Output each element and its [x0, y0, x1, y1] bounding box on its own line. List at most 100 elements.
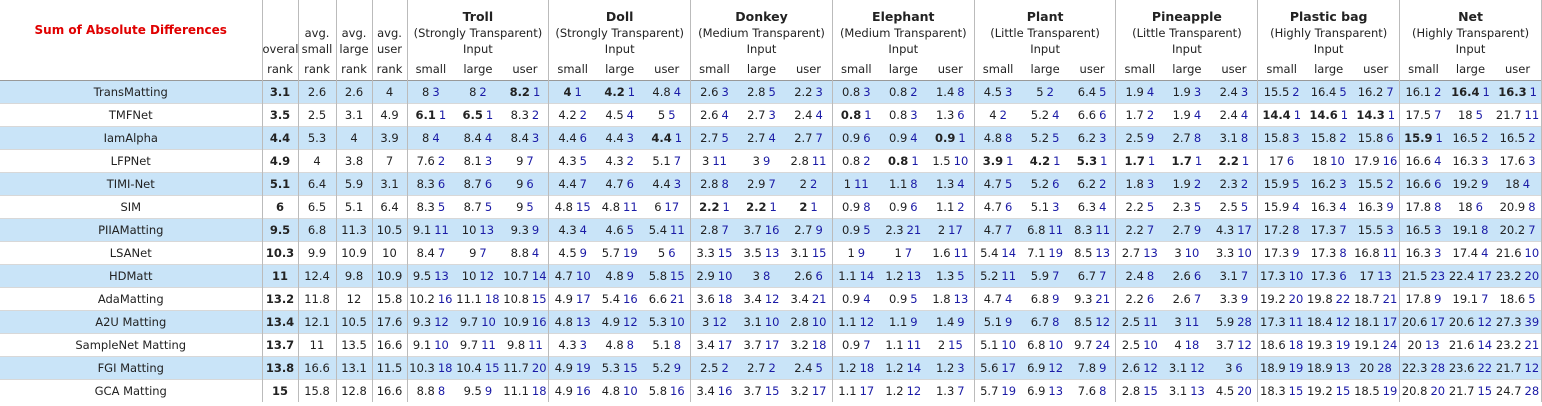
average-rank: 5.9 — [336, 172, 373, 196]
score-rank: 4 — [626, 108, 634, 122]
score-value: 10.4 — [456, 361, 482, 375]
score-value: 23.2 — [1495, 269, 1522, 283]
score-rank: 28 — [1377, 361, 1392, 375]
score-value: 1 — [843, 177, 852, 191]
score-cell: 1.8 13 — [926, 287, 975, 311]
score-rank: 5 — [1528, 292, 1536, 306]
score-rank: 1 — [1387, 108, 1396, 122]
score-rank: 7 — [1099, 269, 1107, 283]
score-cell: 17.6 3 — [1494, 149, 1542, 173]
image-name: Plant — [1026, 9, 1064, 24]
score-value: 4.4 — [605, 131, 624, 145]
score-rank: 4 — [815, 108, 823, 122]
score-cell: 9.1 11 — [407, 218, 455, 242]
image-input-label: Input — [1455, 42, 1486, 56]
score-rank: 17 — [1477, 269, 1493, 283]
score-cell: 2.4 3 — [1210, 80, 1259, 104]
score-rank: 12 — [1190, 361, 1205, 375]
score-rank: 20 — [531, 361, 547, 375]
score-value: 5.4 — [601, 292, 621, 306]
score-rank: 7 — [1481, 292, 1489, 306]
score-value: 2.3 — [885, 223, 904, 237]
score-rank: 9 — [857, 246, 866, 260]
average-rank: 11 — [298, 333, 337, 357]
score-cell: 0.9 4 — [879, 126, 927, 150]
score-rank: 24 — [1382, 338, 1398, 352]
score-cell: 0.9 4 — [832, 287, 880, 311]
score-cell: 15.9 5 — [1257, 172, 1306, 196]
score-cell: 2.7 2 — [737, 356, 786, 380]
score-rank: 19 — [1048, 246, 1064, 260]
method-name: TMFNet — [0, 103, 263, 127]
score-cell: 2.8 5 — [737, 80, 786, 104]
average-rank: 16.6 — [372, 333, 408, 357]
table-row: LSANet 10.3 9.9 10.9 10 8.4 7 9 7 8.8 4 4.5 9 5.7 19 5 6… — [0, 241, 1542, 265]
score-value: 6.2 — [1077, 131, 1097, 145]
subcolumn-header: large — [1172, 61, 1202, 76]
score-value: 9.1 — [412, 338, 432, 352]
score-cell: 22.4 17 — [1446, 264, 1495, 288]
score-cell: 19.1 24 — [1352, 333, 1401, 357]
score-cell: 4.7 5 — [974, 172, 1022, 196]
score-cell: 15.8 6 — [1352, 126, 1401, 150]
score-value: 2.9 — [696, 269, 715, 283]
score-rank: 24 — [1095, 338, 1111, 352]
score-rank: 11 — [1095, 223, 1111, 237]
subcolumn-header: user — [1494, 57, 1542, 81]
score-rank: 19 — [623, 246, 638, 260]
score-rank: 39 — [1524, 315, 1540, 329]
score-value: 2.5 — [700, 361, 719, 375]
score-cell: 1.1 9 — [879, 310, 927, 334]
score-value: 4.9 — [554, 292, 573, 306]
score-rank: 5 — [1292, 177, 1300, 191]
score-value: 21.7 — [1495, 361, 1522, 375]
score-cell: 1.2 18 — [832, 356, 880, 380]
score-cell: 8.3 6 — [407, 172, 455, 196]
score-cell: 8.3 11 — [1068, 218, 1117, 242]
table-row: PIIAMatting 9.5 6.8 11.3 10.5 9.1 11 10 13 9.3 9 4.… — [0, 218, 1542, 242]
average-rank: 10.9 — [336, 241, 373, 265]
score-cell: 5.2 5 — [1021, 126, 1069, 150]
score-rank: 2 — [957, 200, 965, 214]
score-value: 1.9 — [1172, 85, 1191, 99]
score-cell: 1.1 8 — [879, 172, 927, 196]
score-value: 18.4 — [1307, 315, 1333, 329]
score-rank: 2 — [1339, 131, 1347, 145]
score-value: 4.9 — [601, 315, 621, 329]
score-cell: 20.8 20 — [1399, 379, 1447, 402]
score-value: 23.2 — [1495, 338, 1522, 352]
score-rank: 19 — [1001, 384, 1017, 398]
score-cell: 1.3 6 — [926, 103, 975, 127]
average-rank: 12 — [336, 287, 373, 311]
score-cell: 15.5 3 — [1352, 218, 1401, 242]
score-rank: 21 — [1382, 292, 1398, 306]
score-cell: 6.8 11 — [1021, 218, 1069, 242]
score-value: 4.3 — [558, 154, 577, 168]
table-body: TransMatting 3.1 2.6 2.6 4 8 3 8 2 8.2 1 4 1 4.2 1 4.8 4… — [0, 80, 1542, 402]
score-rank: 5 — [721, 131, 729, 145]
score-rank: 2 — [810, 177, 818, 191]
score-cell: 3 11 — [1163, 310, 1211, 334]
subcolumn-header: large — [1455, 61, 1486, 76]
score-cell: 16.2 3 — [1305, 172, 1353, 196]
score-value: 24.7 — [1495, 384, 1522, 398]
score-cell: 19.1 7 — [1446, 287, 1495, 311]
table-row: HDMatt 11 12.4 9.8 10.9 9.5 13 10 12 10.7 14 4.7 10 4… — [0, 264, 1542, 288]
table-row: A2U Matting 13.4 12.1 10.5 17.6 9.3 12 9.7 10 10.… — [0, 310, 1542, 334]
score-value: 17.6 — [1499, 154, 1526, 168]
score-cell: 10 12 — [454, 264, 502, 288]
score-rank: 3 — [1292, 131, 1300, 145]
score-value: 4.7 — [983, 223, 1003, 237]
score-rank: 1 — [1053, 154, 1061, 168]
score-rank: 13 — [576, 315, 591, 329]
score-rank: 2 — [531, 108, 540, 122]
score-value: 5 — [1036, 85, 1044, 99]
score-cell: 6.5 1 — [454, 103, 502, 127]
score-rank: 1 — [1194, 154, 1203, 168]
score-value: 10.2 — [409, 292, 435, 306]
score-rank: 6 — [1146, 292, 1155, 306]
score-cell: 16.4 1 — [1446, 80, 1495, 104]
score-value: 16.2 — [1357, 85, 1384, 99]
score-cell: 2.6 6 — [785, 264, 833, 288]
